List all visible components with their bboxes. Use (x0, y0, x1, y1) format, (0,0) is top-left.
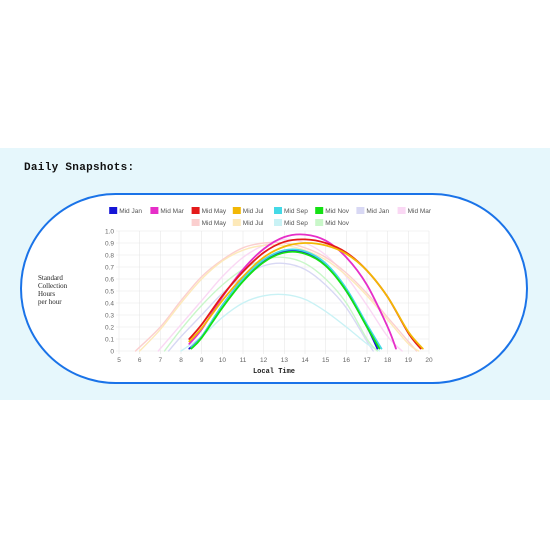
x-tick-label: 10 (219, 357, 227, 364)
legend-label: Mid Sep (284, 208, 308, 215)
legend-label: Mid Mar (160, 208, 184, 215)
legend-item[interactable]: Mid May (191, 219, 227, 227)
x-tick-label: 13 (281, 357, 289, 364)
y-tick-label: 0.4 (105, 300, 114, 307)
legend-swatch (109, 207, 118, 214)
legend-swatch (191, 219, 200, 226)
y-tick-label: 0.1 (105, 336, 114, 343)
y-tick-label: 0.6 (105, 276, 114, 283)
y-tick-label: 0.8 (105, 252, 114, 259)
series-lines (134, 233, 424, 352)
x-tick-label: 19 (405, 357, 413, 364)
legend-label: Mid May (202, 220, 227, 227)
legend-swatch (397, 207, 406, 214)
y-tick-label: 0 (110, 348, 114, 355)
y-tick-label: 0.9 (105, 240, 114, 247)
x-tick-label: 7 (159, 357, 163, 364)
y-axis-label-line: Hours (38, 290, 56, 298)
y-axis-label: Standard Collection Hours per hour (38, 274, 98, 306)
x-tick-label: 11 (240, 357, 247, 364)
legend-label: Mid Jan (119, 208, 142, 215)
x-tick-label: 5 (117, 357, 121, 364)
legend-item[interactable]: Mid Jul (232, 207, 264, 215)
axes: 5 6 7 8 9 10 11 12 13 14 15 16 17 18 19 20 0 0.1 0.2 0.3 0.4… (105, 228, 433, 364)
legend-item[interactable]: Mid Jan (109, 207, 142, 215)
x-tick-label: 18 (384, 357, 392, 364)
legend-label: Mid Jul (243, 220, 264, 227)
x-tick-label: 16 (343, 357, 351, 364)
y-axis-label-line: Collection (38, 282, 68, 290)
grid (116, 230, 430, 354)
legend-swatch (356, 207, 365, 214)
x-tick-label: 14 (301, 357, 309, 364)
series-line-mid-sep (190, 248, 383, 350)
legend-label: Mid May (202, 208, 227, 215)
y-tick-label: 0.2 (105, 324, 114, 331)
x-axis-label: Local Time (253, 368, 295, 376)
x-tick-label: 15 (322, 357, 330, 364)
y-axis-label-line: per hour (38, 298, 62, 306)
legend-swatch (191, 207, 200, 214)
series-line-mid-jan-faded (167, 262, 374, 352)
series-line-mid-sep-faded (180, 293, 381, 352)
legend-swatch (274, 207, 282, 214)
legend-swatch (150, 207, 159, 214)
series-line-mid-nov-faded (163, 256, 379, 352)
legend-label: Mid Nov (325, 208, 350, 215)
y-tick-label: 0.3 (105, 312, 114, 319)
series-line-mid-jul (188, 242, 424, 350)
series-line-mid-mar (188, 233, 397, 350)
x-tick-label: 12 (260, 357, 268, 364)
x-tick-label: 17 (363, 357, 371, 364)
legend-item[interactable]: Mid Nov (315, 207, 350, 215)
legend-label: Mid Jul (243, 208, 264, 215)
legend-swatch (315, 219, 324, 226)
legend[interactable]: Mid Jan Mid Mar Mid May Mid Jul Mid Sep Mid N… (109, 207, 432, 227)
x-tick-label: 9 (200, 357, 204, 364)
y-tick-label: 0.7 (105, 264, 114, 271)
legend-label: Mid Mar (408, 208, 432, 215)
legend-swatch (232, 207, 241, 214)
section-heading: Daily Snapshots: (24, 162, 135, 174)
x-tick-label: 8 (179, 357, 183, 364)
legend-item[interactable]: Mid Sep (274, 219, 308, 227)
legend-swatch (274, 219, 282, 226)
legend-item[interactable]: Mid Mar (397, 207, 432, 215)
legend-item[interactable]: Mid Sep (274, 207, 308, 215)
legend-item[interactable]: Mid Nov (315, 219, 350, 227)
legend-item[interactable]: Mid Jul (232, 219, 264, 227)
series-line-mid-mar-faded (157, 238, 403, 352)
y-tick-label: 1.0 (105, 228, 114, 235)
legend-swatch (232, 219, 241, 226)
legend-item[interactable]: Mid Jan (356, 207, 390, 215)
legend-label: Mid Sep (284, 220, 308, 227)
x-tick-label: 20 (425, 357, 433, 364)
series-line-mid-nov (190, 250, 381, 350)
x-tick-label: 6 (138, 357, 142, 364)
legend-label: Mid Jan (366, 208, 389, 215)
series-line-mid-may-faded (134, 241, 418, 352)
y-tick-label: 0.5 (105, 288, 114, 295)
y-axis-label-line: Standard (38, 274, 63, 282)
legend-item[interactable]: Mid Mar (150, 207, 185, 215)
legend-label: Mid Nov (325, 220, 350, 227)
legend-item[interactable]: Mid May (191, 207, 227, 215)
legend-swatch (315, 207, 324, 214)
